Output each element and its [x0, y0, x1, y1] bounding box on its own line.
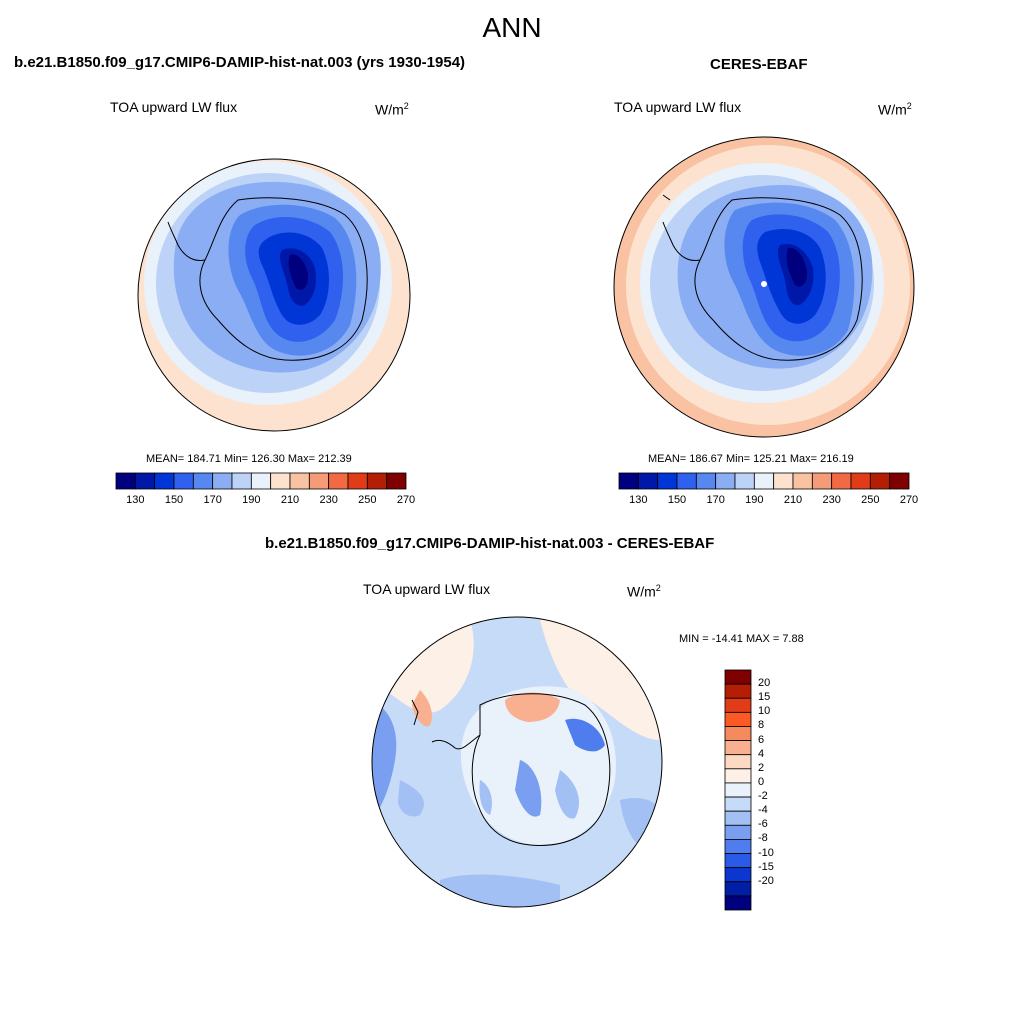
colorbar-swatch: [724, 782, 752, 798]
diff-panel-title: b.e21.B1850.f09_g17.CMIP6-DAMIP-hist-nat…: [265, 535, 715, 552]
colorbar-swatch: [724, 697, 752, 713]
colorbar-swatch: [724, 754, 752, 770]
colorbar-tick-label: 250: [861, 494, 880, 506]
diff-variable-label: TOA upward LW flux: [363, 581, 491, 597]
colorbar-swatch: [724, 810, 752, 826]
colorbar-tick-label: 210: [783, 494, 803, 506]
colorbar-tick-label: 20: [758, 677, 771, 690]
colorbar-tick-label: 150: [667, 494, 687, 506]
colorbar-swatch: [724, 740, 752, 756]
colorbar-swatch: [724, 867, 752, 883]
colorbar-tick-label: -4: [758, 804, 768, 817]
colorbar-swatch: [724, 824, 752, 840]
colorbar-swatch: [724, 895, 752, 911]
colorbar-tick-label: 4: [758, 747, 765, 760]
obs-stats: MEAN= 186.67 Min= 125.21 Max= 216.19: [648, 453, 854, 465]
obs-units-label: W/m2: [878, 101, 912, 118]
colorbar-tick-label: 15: [758, 691, 771, 704]
colorbar-tick-label: 2: [758, 761, 765, 774]
colorbar-tick-label: -10: [758, 846, 774, 859]
colorbar-swatch: [724, 881, 752, 897]
colorbar-tick-label: -20: [758, 874, 774, 887]
colorbar-tick-label: 6: [758, 733, 765, 746]
colorbar-swatch: [724, 669, 752, 685]
colorbar-tick-label: 210: [280, 494, 300, 506]
colorbar-tick-label: -2: [758, 790, 768, 803]
model-panel-title: b.e21.B1850.f09_g17.CMIP6-DAMIP-hist-nat…: [14, 54, 466, 71]
colorbar-tick-label: -8: [758, 832, 768, 845]
diff-units-label: W/m2: [627, 583, 661, 600]
colorbar-tick-label: 10: [758, 705, 771, 718]
model-stats: MEAN= 184.71 Min= 126.30 Max= 212.39: [146, 453, 352, 465]
colorbar-tick-label: 270: [899, 494, 919, 506]
obs-panel-title: CERES-EBAF: [710, 56, 808, 73]
colorbar-swatch: [386, 472, 407, 490]
model-units-label: W/m2: [375, 101, 409, 118]
colorbar-tick-label: 190: [745, 494, 764, 506]
colorbar-swatch: [724, 726, 752, 741]
colorbar-swatch: [724, 768, 752, 784]
colorbar-swatch: [724, 683, 752, 699]
colorbar-tick-label: 0: [758, 775, 765, 788]
colorbar-tick-label: 170: [203, 494, 222, 506]
colorbar-tick-label: -15: [758, 860, 774, 873]
obs-variable-label: TOA upward LW flux: [614, 99, 742, 115]
colorbar-swatch: [724, 796, 752, 812]
colorbar-tick-label: 250: [358, 494, 377, 506]
colorbar-swatch: [724, 839, 752, 854]
colorbar-swatch: [889, 472, 910, 490]
model-colorbar: [115, 472, 407, 490]
diff-stats: MIN = -14.41 MAX = 7.88: [679, 633, 804, 645]
colorbar-tick-label: 8: [758, 719, 765, 732]
figure-title: ANN: [482, 12, 542, 43]
colorbar-swatch: [724, 711, 752, 727]
colorbar-tick-label: 190: [242, 494, 261, 506]
diff-colorbar: [724, 669, 752, 911]
colorbar-tick-label: 170: [706, 494, 725, 506]
colorbar-tick-label: 130: [629, 494, 648, 506]
obs-colorbar: [618, 472, 910, 490]
colorbar-tick-label: 150: [164, 494, 184, 506]
colorbar-tick-label: 270: [396, 494, 416, 506]
colorbar-tick-label: -6: [758, 818, 768, 831]
colorbar-tick-label: 230: [319, 494, 338, 506]
model-variable-label: TOA upward LW flux: [110, 99, 238, 115]
colorbar-swatch: [724, 853, 752, 869]
colorbar-tick-label: 130: [126, 494, 145, 506]
colorbar-tick-label: 230: [822, 494, 841, 506]
